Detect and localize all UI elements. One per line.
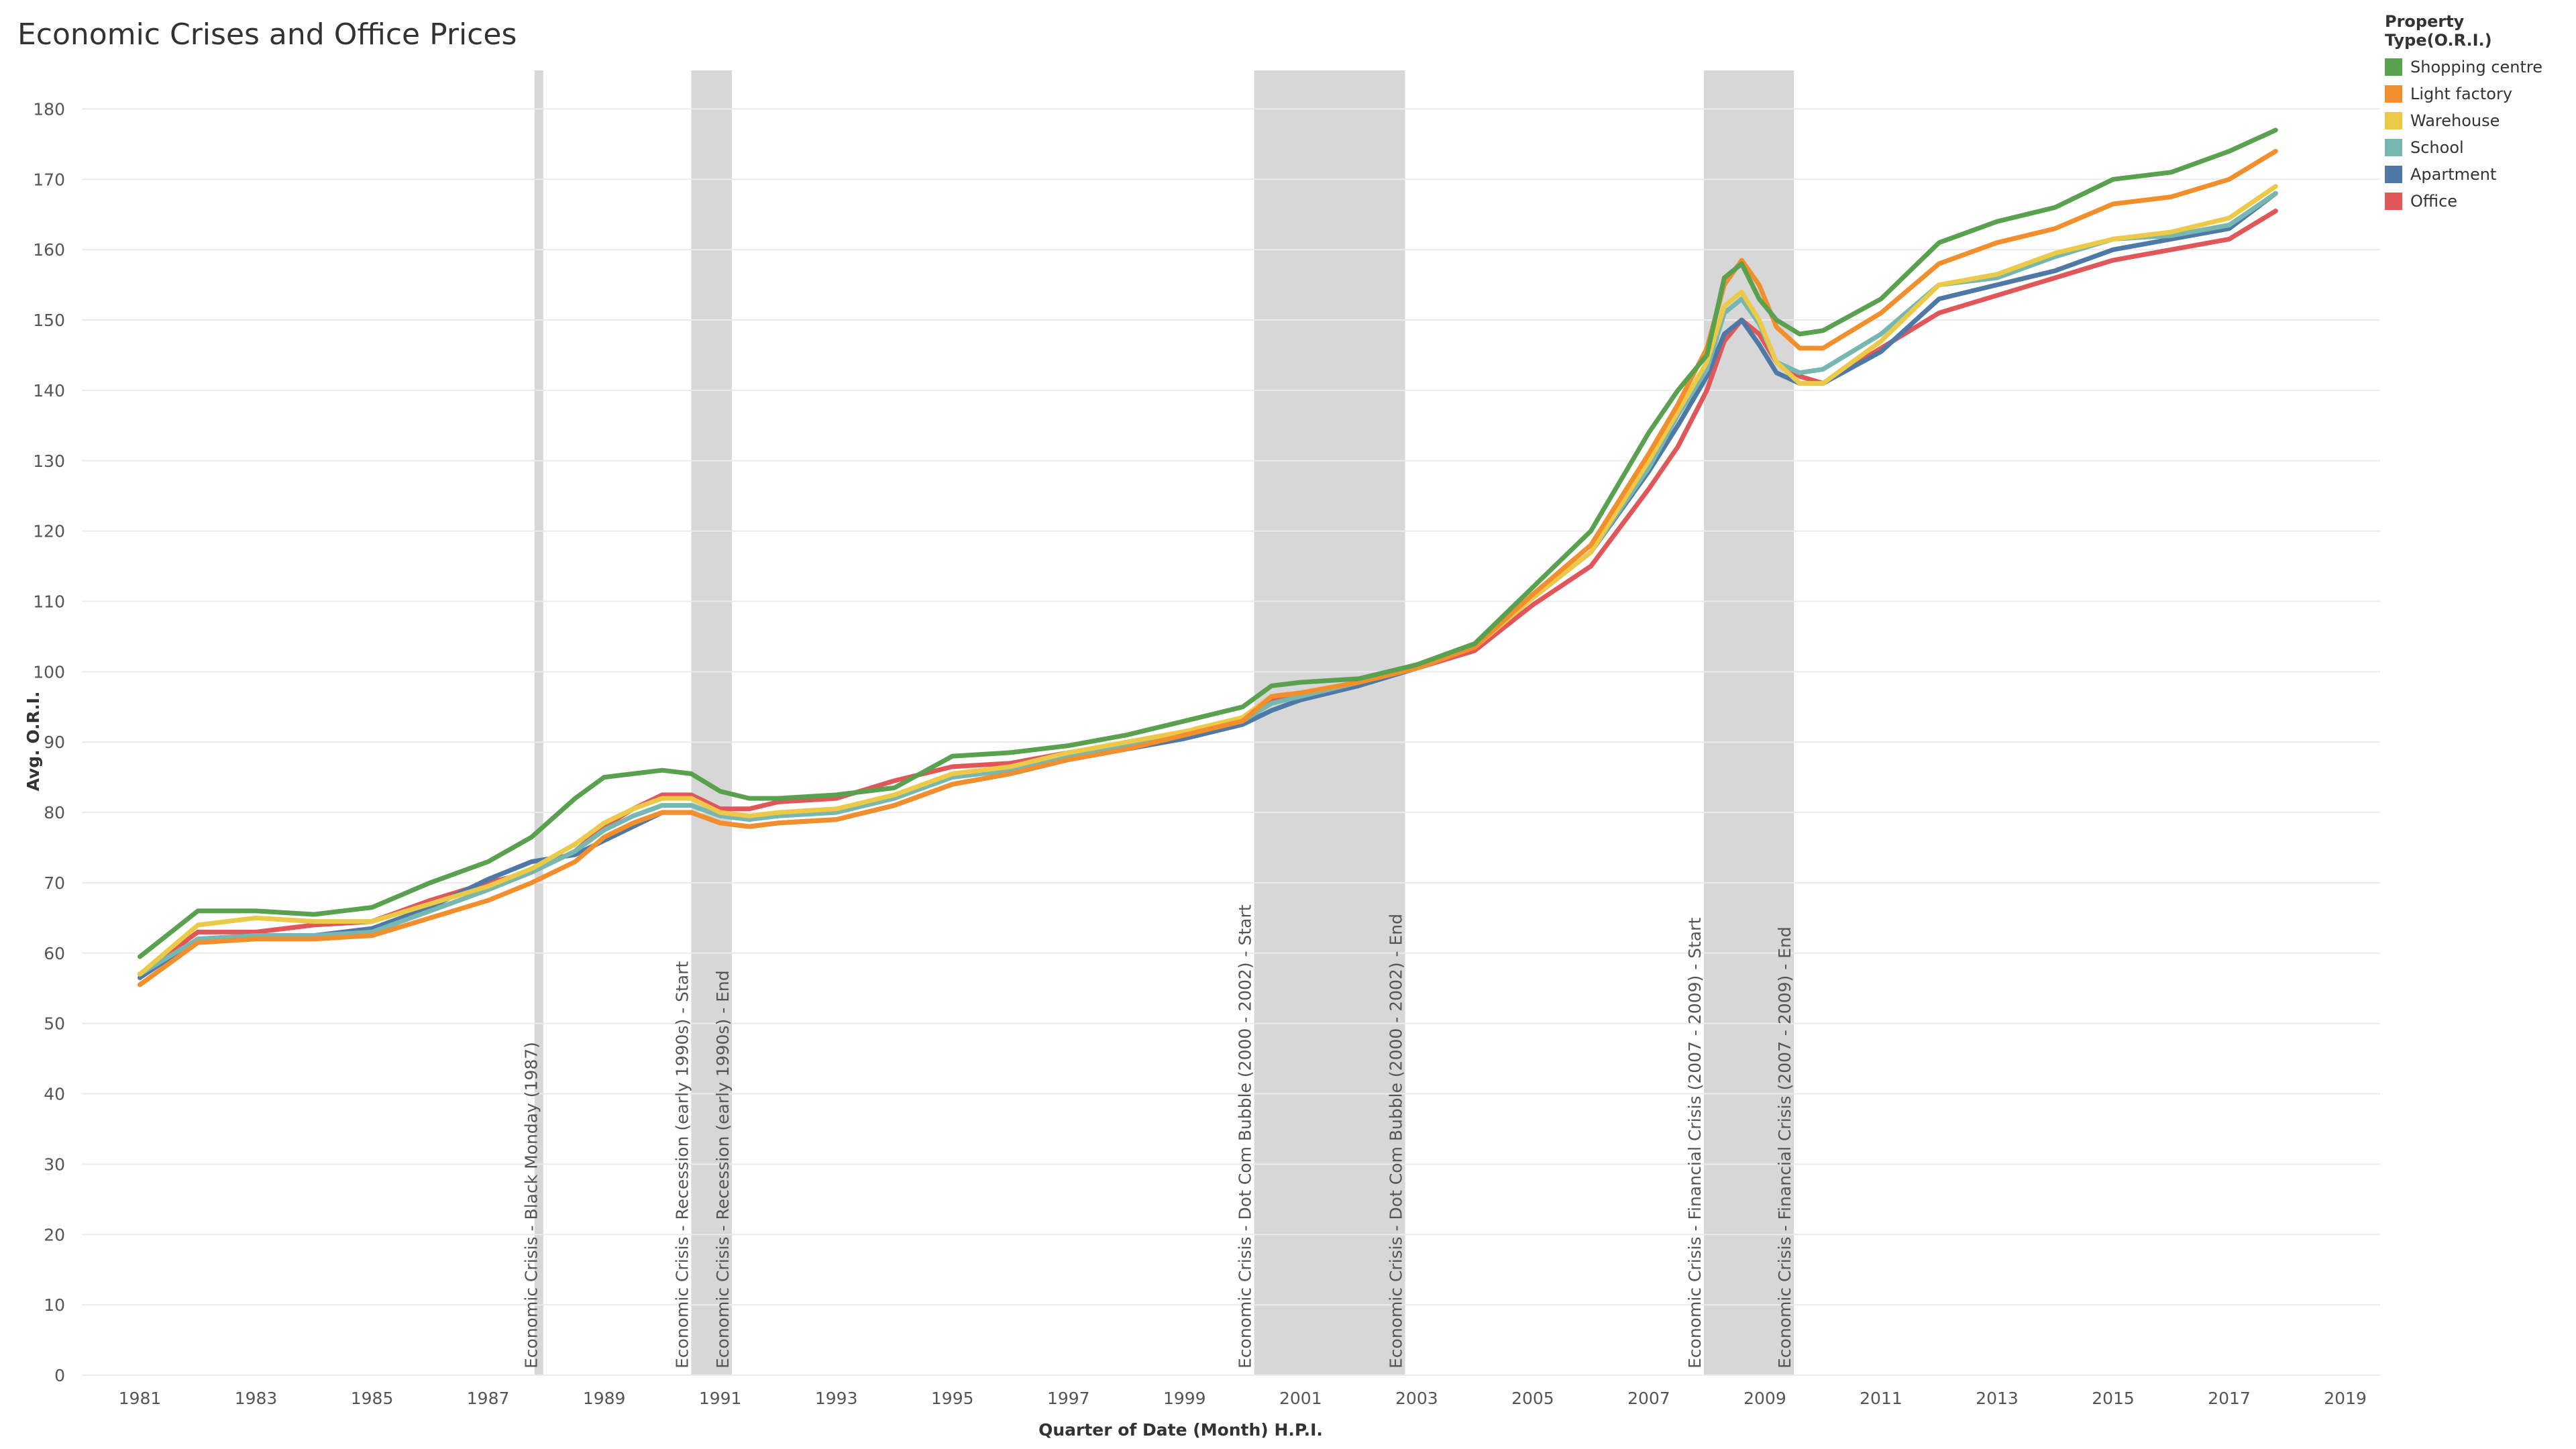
y-axis-title: Avg. O.R.I. [23,691,43,791]
x-tick-label: 1983 [235,1389,278,1408]
legend-item[interactable]: Apartment [2385,161,2576,188]
crisis-label: Economic Crisis - Financial Crisis (2007… [1685,918,1705,1368]
legend-swatch [2385,193,2402,210]
y-tick-label: 50 [44,1014,65,1034]
y-tick-label: 150 [33,311,65,330]
legend-label: Light factory [2410,85,2513,103]
legend-swatch [2385,112,2402,129]
legend-item[interactable]: Warehouse [2385,107,2576,134]
crisis-label: Economic Crisis - Dot Com Bubble (2000 -… [1387,914,1406,1368]
x-tick-label: 1993 [815,1389,858,1408]
crisis-label: Economic Crisis - Recession (early 1990s… [713,970,733,1368]
x-tick-label: 1985 [351,1389,394,1408]
x-tick-label: 2011 [1860,1389,1902,1408]
x-tick-label: 1981 [119,1389,162,1408]
series-line-apartment [138,191,2278,980]
y-tick-label: 40 [44,1085,65,1104]
legend-swatch [2385,139,2402,156]
x-tick-label: 2009 [1743,1389,1786,1408]
legend-item[interactable]: Shopping centre [2385,54,2576,80]
x-tick-label: 1989 [583,1389,626,1408]
legend-label: School [2410,138,2464,157]
x-tick-label: 2005 [1511,1389,1554,1408]
legend-label: Shopping centre [2410,58,2543,76]
x-axis-title: Quarter of Date (Month) H.P.I. [1038,1420,1323,1440]
y-tick-label: 0 [54,1366,65,1385]
legend-item[interactable]: Light factory [2385,80,2576,107]
series-line-shopping-centre [138,127,2278,959]
legend-item[interactable]: School [2385,134,2576,161]
crisis-label: Economic Crisis - Recession (early 1990s… [672,961,692,1368]
legend: Property Type(O.R.I.) Shopping centre Lig… [2385,12,2576,215]
x-tick-label: 1995 [931,1389,974,1408]
legend-swatch [2385,85,2402,103]
y-tick-label: 70 [44,873,65,893]
x-tick-label: 1987 [467,1389,510,1408]
y-tick-label: 100 [33,662,65,682]
crisis-label: Economic Crisis - Black Monday (1987) [521,1042,541,1368]
crisis-label: Economic Crisis - Dot Com Bubble (2000 -… [1236,904,1255,1368]
x-tick-label: 2003 [1395,1389,1438,1408]
y-tick-label: 90 [44,733,65,752]
series-line-light-factory [138,148,2278,987]
x-tick-label: 2007 [1627,1389,1670,1408]
crisis-band [691,70,732,1375]
x-tick-label: 2015 [2092,1389,2135,1408]
y-tick-label: 170 [33,170,65,189]
y-tick-label: 30 [44,1155,65,1174]
x-tick-label: 2019 [2324,1389,2367,1408]
legend-label: Warehouse [2410,111,2500,130]
y-tick-label: 10 [44,1295,65,1315]
y-tick-label: 180 [33,99,65,119]
y-tick-label: 120 [33,522,65,541]
y-tick-label: 130 [33,451,65,471]
crisis-label: Economic Crisis - Financial Crisis (2007… [1775,926,1794,1368]
y-tick-label: 160 [33,240,65,260]
x-tick-label: 2013 [1976,1389,2019,1408]
x-tick-label: 1991 [699,1389,742,1408]
series-line-warehouse [138,184,2278,977]
legend-title: Property Type(O.R.I.) [2385,12,2492,50]
y-tick-label: 80 [44,803,65,822]
chart-title: Economic Crises and Office Prices [17,17,517,52]
crisis-band [534,70,543,1375]
y-tick-label: 110 [33,592,65,611]
legend-label: Apartment [2410,165,2497,184]
crisis-band [1254,70,1405,1375]
legend-item[interactable]: Office [2385,188,2576,215]
y-tick-label: 140 [33,381,65,400]
legend-swatch [2385,58,2402,76]
crisis-band [1704,70,1794,1375]
x-tick-label: 2001 [1279,1389,1322,1408]
series-line-office [138,209,2278,977]
series-line-school [138,191,2278,977]
y-tick-label: 20 [44,1225,65,1244]
legend-label: Office [2410,192,2458,211]
x-tick-label: 1997 [1047,1389,1090,1408]
legend-swatch [2385,166,2402,183]
x-tick-label: 1999 [1163,1389,1206,1408]
y-tick-label: 60 [44,944,65,963]
x-tick-label: 2017 [2208,1389,2251,1408]
